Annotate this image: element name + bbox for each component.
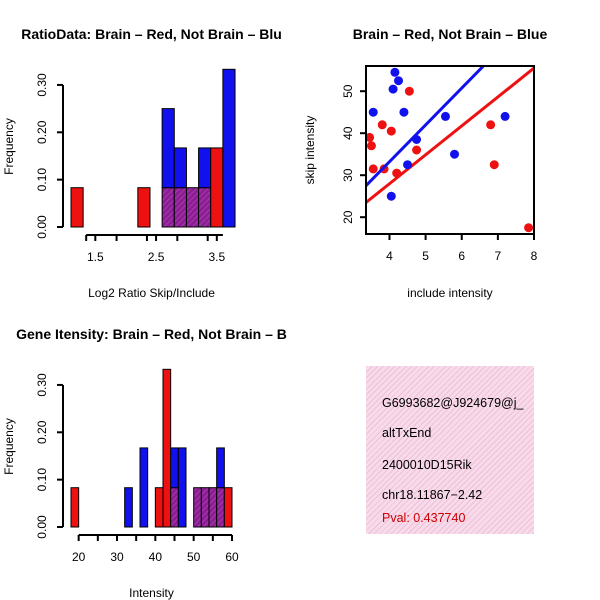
bar-not-brain: [177, 447, 187, 528]
bar-overlap: [170, 487, 179, 528]
x-tick-label: 50: [187, 550, 201, 564]
brain-point: [368, 164, 378, 174]
y-tick-label: 40: [341, 126, 355, 140]
bar-brain: [70, 487, 80, 528]
not-brain-point: [450, 149, 460, 159]
y-tick-label: 0.00: [35, 215, 49, 239]
y-tick-label: 0.10: [35, 168, 49, 192]
y-tick-label: 0.20: [35, 120, 49, 144]
x-tick-label: 5: [422, 249, 429, 263]
x-tick-label: 6: [458, 249, 465, 263]
scatter-frame: [365, 65, 535, 235]
brain-point: [386, 126, 396, 136]
bar-brain: [210, 147, 224, 228]
scatter-title: Brain – Red, Not Brain – Blue: [353, 26, 548, 42]
y-tick-label: 20: [341, 210, 355, 224]
not-brain-point: [440, 111, 450, 121]
x-tick-label: 1.5: [87, 250, 104, 264]
bar-overlap: [161, 187, 175, 228]
bar-brain: [137, 187, 151, 228]
y-tick-label: 0.10: [35, 468, 49, 492]
bar-overlap: [208, 487, 218, 528]
y-tick-label: 0.30: [35, 373, 49, 397]
brain-point: [489, 160, 499, 170]
not-brain-point: [386, 191, 396, 201]
x-tick-label: 8: [531, 249, 538, 263]
bar-brain: [154, 487, 164, 528]
x-tick-label: 20: [72, 550, 86, 564]
brain-point: [404, 86, 414, 96]
not-brain-point: [399, 107, 409, 117]
not-brain-point: [412, 135, 422, 144]
bar-overlap: [173, 187, 187, 228]
x-tick-label: 40: [149, 550, 163, 564]
event-type: altTxEnd: [382, 426, 432, 440]
bar-overlap: [193, 487, 202, 528]
y-tick-label: 0.00: [35, 515, 49, 539]
hist-3-xlabel: Intensity: [129, 586, 174, 600]
probe-id: G6993682@J924679@j_: [382, 396, 524, 410]
brain-point: [366, 141, 376, 151]
hist-3-title: Gene Itensity: Brain – Red, Not Brain – …: [16, 326, 287, 342]
bar-not-brain: [198, 147, 212, 189]
x-tick-label: 3.5: [208, 250, 225, 264]
x-tick-label: 7: [495, 249, 502, 263]
bar-overlap: [198, 187, 212, 228]
brain-point: [486, 120, 496, 130]
not-brain-point: [388, 84, 398, 94]
y-tick-label: 0.20: [35, 420, 49, 444]
brain-point: [366, 132, 375, 142]
scatter-data: [366, 66, 534, 233]
y-tick-label: 30: [341, 168, 355, 182]
bar-overlap: [216, 487, 225, 528]
bar-brain: [162, 368, 172, 528]
scatter-ylabel: skip intensity: [303, 116, 317, 185]
hist-1-bars: [70, 68, 236, 228]
not-brain-point: [390, 67, 400, 77]
not-brain-point: [368, 107, 378, 117]
brain-point: [412, 145, 422, 155]
hist-1-title: RatioData: Brain – Red, Not Brain – Blu: [21, 26, 282, 42]
bar-overlap: [200, 487, 210, 528]
y-tick-label: 0.30: [35, 73, 49, 97]
brain-point: [377, 120, 387, 130]
bar-not-brain: [124, 487, 133, 528]
hist-1-ylabel: Frequency: [2, 118, 16, 175]
x-tick-label: 30: [110, 550, 124, 564]
brain-point: [392, 168, 402, 178]
genomic-location: chr18.11867−2.42: [382, 488, 483, 502]
not-brain-point: [500, 111, 510, 121]
info-panel: G6993682@J924679@j_ altTxEnd 2400010D15R…: [366, 366, 534, 534]
hist-1-xlabel: Log2 Ratio Skip/Include: [88, 286, 215, 300]
x-tick-label: 60: [225, 550, 239, 564]
bar-overlap: [185, 187, 200, 228]
x-tick-label: 4: [386, 249, 393, 263]
bar-brain: [70, 187, 84, 228]
y-tick-label: 50: [341, 84, 355, 98]
brain-fit-line: [366, 66, 534, 204]
bar-not-brain: [139, 447, 149, 528]
not-brain-point: [403, 160, 413, 170]
gene-name: 2400010D15Rik: [382, 458, 472, 472]
bar-not-brain: [222, 68, 236, 228]
bar-not-brain: [216, 447, 225, 489]
bar-brain: [223, 487, 233, 528]
not-brain-fit-line: [366, 66, 485, 187]
not-brain-point: [394, 76, 404, 86]
brain-point: [524, 223, 534, 233]
hist-3-ylabel: Frequency: [2, 418, 16, 475]
x-tick-label: 2.5: [148, 250, 165, 264]
hist-3-bars: [70, 368, 233, 528]
scatter-xlabel: include intensity: [407, 286, 492, 300]
bar-not-brain: [170, 447, 179, 489]
bar-not-brain: [173, 147, 187, 189]
p-value: Pval: 0.437740: [382, 511, 466, 525]
bar-not-brain: [161, 108, 175, 189]
